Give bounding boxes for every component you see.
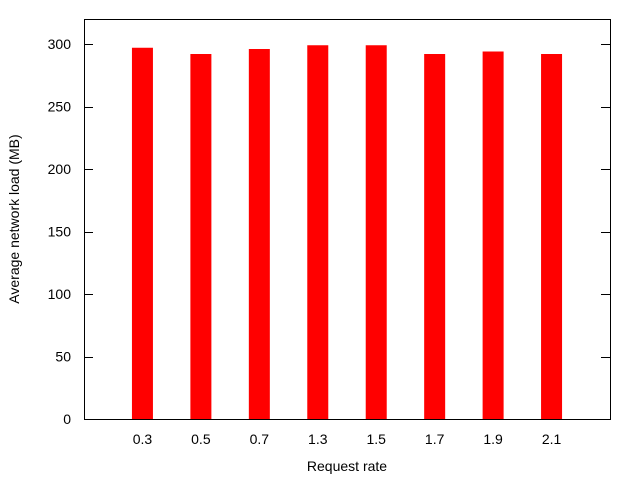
bar-1.3 xyxy=(307,45,329,419)
bar-1.7 xyxy=(424,54,446,419)
bar-2.1 xyxy=(541,54,563,419)
bars-group xyxy=(131,45,563,419)
x-tick-label: 0.5 xyxy=(191,431,211,447)
x-tick-label: 0.3 xyxy=(133,431,153,447)
y-axis-ticks: 0 50 100 150 200 250 300 xyxy=(48,36,610,427)
x-tick-label: 2.1 xyxy=(542,431,562,447)
x-axis-ticks: 0.3 0.5 0.7 1.3 1.5 1.7 1.9 2.1 xyxy=(133,431,562,447)
x-tick-label: 0.7 xyxy=(250,431,270,447)
y-tick-label: 0 xyxy=(63,411,71,427)
y-tick-label: 300 xyxy=(48,36,72,52)
bar-0.7 xyxy=(248,49,270,419)
bar-1.9 xyxy=(482,51,504,419)
bar-0.5 xyxy=(190,54,212,419)
plot-frame xyxy=(84,19,611,420)
bar-1.5 xyxy=(365,45,387,419)
y-tick-label: 100 xyxy=(48,286,72,302)
y-tick-label: 250 xyxy=(48,99,72,115)
x-axis-label: Request rate xyxy=(307,458,387,474)
x-tick-label: 1.7 xyxy=(425,431,445,447)
y-tick-label: 200 xyxy=(48,161,72,177)
y-axis-label: Average network load (MB) xyxy=(6,134,22,303)
x-tick-label: 1.3 xyxy=(308,431,328,447)
x-tick-label: 1.9 xyxy=(483,431,503,447)
bar-0.3 xyxy=(131,47,153,419)
x-tick-label: 1.5 xyxy=(366,431,386,447)
y-tick-label: 50 xyxy=(55,349,71,365)
y-tick-label: 150 xyxy=(48,224,72,240)
